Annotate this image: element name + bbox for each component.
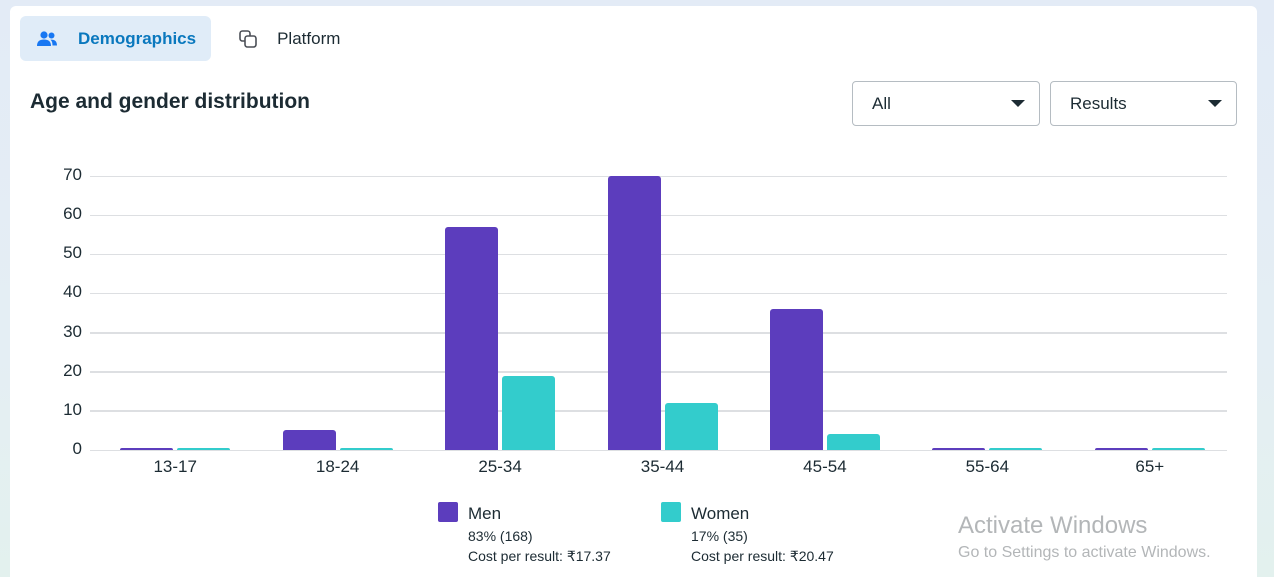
metric-dropdown-value: Results xyxy=(1070,93,1127,113)
legend-men-pct: 83% (168) xyxy=(468,528,533,544)
y-axis-tick: 50 xyxy=(63,243,82,263)
x-axis-tick: 13-17 xyxy=(153,457,197,476)
legend-men-label: Men xyxy=(468,504,502,523)
x-axis-tick: 35-44 xyxy=(640,457,685,476)
y-axis-tick: 10 xyxy=(63,399,82,419)
section-title: Age and gender distribution xyxy=(30,90,311,113)
people-icon xyxy=(36,28,58,50)
metric-dropdown[interactable]: Results xyxy=(1050,81,1237,126)
x-axis-tick: 18-24 xyxy=(315,457,360,476)
tab-platform[interactable]: Platform xyxy=(221,16,355,61)
chevron-down-icon xyxy=(1208,100,1222,107)
x-axis-tick: 55-64 xyxy=(965,457,1010,476)
y-axis-tick: 40 xyxy=(63,282,82,302)
bar-men-25-34[interactable] xyxy=(445,226,499,450)
bar-women-35-44[interactable] xyxy=(664,403,718,450)
y-axis-tick: 20 xyxy=(63,360,82,380)
x-axis-tick: 65+ xyxy=(1135,457,1165,476)
tab-platform-label: Platform xyxy=(277,28,341,48)
y-axis-tick: 0 xyxy=(72,439,82,458)
tab-demographics-label: Demographics xyxy=(78,28,197,48)
audience-dropdown-value: All xyxy=(872,93,891,113)
bar-women-45-54[interactable] xyxy=(826,434,880,450)
y-axis-tick: 30 xyxy=(63,321,82,341)
copy-squares-icon xyxy=(237,28,259,50)
women-swatch xyxy=(661,502,681,522)
bar-women-25-34[interactable] xyxy=(502,375,556,450)
bar-men-55-64[interactable] xyxy=(932,448,986,450)
bar-women-13-17[interactable] xyxy=(177,448,231,450)
legend-women-cost: Cost per result: ₹20.47 xyxy=(691,548,834,564)
x-axis-tick: 45-54 xyxy=(803,457,847,476)
legend-women-pct: 17% (35) xyxy=(691,528,748,544)
gridline xyxy=(90,449,1227,451)
bar-men-35-44[interactable] xyxy=(607,176,661,450)
y-axis-tick: 60 xyxy=(63,204,82,224)
x-axis-tick: 25-34 xyxy=(478,457,522,476)
y-axis-tick: 70 xyxy=(63,165,82,184)
legend-women-label: Women xyxy=(691,504,750,523)
bar-men-18-24[interactable] xyxy=(282,430,336,450)
bar-men-65+[interactable] xyxy=(1094,448,1148,450)
watermark-subtitle: Go to Settings to activate Windows. xyxy=(958,544,1211,561)
legend-men-cost: Cost per result: ₹17.37 xyxy=(468,548,611,564)
audience-dropdown[interactable]: All xyxy=(852,81,1040,126)
bar-women-18-24[interactable] xyxy=(339,448,393,450)
bar-men-13-17[interactable] xyxy=(120,448,174,450)
watermark-title: Activate Windows xyxy=(958,512,1148,539)
bar-women-55-64[interactable] xyxy=(989,448,1043,450)
men-swatch xyxy=(438,502,458,522)
bar-men-45-54[interactable] xyxy=(769,309,823,450)
activate-windows-watermark: Activate Windows Go to Settings to activ… xyxy=(958,512,1211,562)
bar-women-65+[interactable] xyxy=(1151,448,1205,450)
chevron-down-icon xyxy=(1011,100,1025,107)
tab-bar: Demographics Platform xyxy=(20,16,355,61)
tab-demographics[interactable]: Demographics xyxy=(20,16,212,61)
